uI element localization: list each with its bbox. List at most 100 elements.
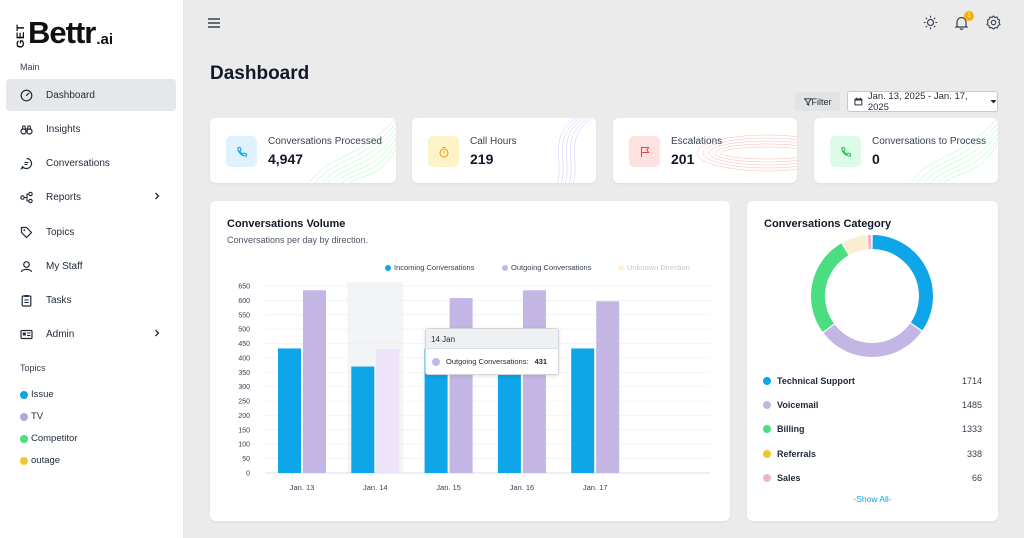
legend-incoming[interactable]: Incoming Conversations: [385, 263, 474, 272]
bar-outgoing[interactable]: [596, 301, 620, 473]
bar-incoming[interactable]: [497, 348, 521, 473]
kpi-escalations[interactable]: Escalations 201: [613, 118, 797, 183]
sun-icon[interactable]: [923, 15, 938, 30]
topics-section-label: Topics: [20, 363, 46, 373]
bell-icon[interactable]: [954, 15, 969, 30]
gear-icon[interactable]: [986, 15, 1001, 30]
sidebar-item-reports[interactable]: Reports: [6, 181, 176, 213]
tag-icon: [20, 226, 33, 239]
kpi-conversations-to-process[interactable]: Conversations to Process 0: [814, 118, 998, 183]
y-tick-label: 600: [238, 298, 250, 305]
kpi-conversations-processed[interactable]: Conversations Processed 4,947: [210, 118, 396, 183]
bar-incoming[interactable]: [351, 366, 375, 473]
decorative-lines: [557, 118, 593, 183]
dashboard-gauge-icon: [20, 89, 33, 102]
sidebar-item-label: Dashboard: [46, 89, 95, 101]
sidebar-item-tasks[interactable]: Tasks: [6, 284, 176, 316]
clipboard-icon: [20, 294, 33, 307]
legend-unknown[interactable]: Unknown Direction: [618, 263, 690, 272]
x-tick-label: Jan. 15: [436, 483, 461, 492]
show-all-link[interactable]: -Show All-: [853, 494, 892, 504]
y-tick-label: 400: [238, 355, 250, 362]
filter-label: Filter: [811, 96, 832, 107]
bar-outgoing[interactable]: [449, 298, 473, 473]
topic-item-outage[interactable]: outage: [20, 455, 60, 466]
bar-outgoing[interactable]: [522, 290, 546, 473]
conversations-volume-chart: 0 50 100 150 200 250 300 350 400 450 500 550 600 650 J…: [238, 282, 710, 492]
decorative-lines: [696, 134, 797, 172]
donut-slice[interactable]: [867, 235, 872, 250]
filter-button[interactable]: Filter: [795, 92, 840, 111]
category-row-voicemail[interactable]: Voicemail 1485: [763, 400, 982, 410]
sidebar-item-insights[interactable]: Insights: [6, 113, 176, 145]
sidebar-item-my-staff[interactable]: My Staff: [6, 250, 176, 282]
conversations-category-donut: [811, 235, 933, 357]
sidebar-item-admin[interactable]: Admin: [6, 318, 176, 350]
logo[interactable]: GET Bettr .ai: [15, 12, 114, 48]
topic-item-tv[interactable]: TV: [20, 411, 43, 422]
hamburger-icon[interactable]: [207, 16, 221, 30]
category-row-billing[interactable]: Billing 1333: [763, 424, 982, 434]
flow-chart-icon: [20, 191, 33, 204]
topic-color-dot: [20, 434, 28, 443]
chevron-right-icon: [155, 192, 160, 200]
tooltip-body: Outgoing Conversations: 431: [426, 349, 558, 366]
category-row-referrals[interactable]: Referrals 338: [763, 449, 982, 459]
y-tick-label: 150: [238, 427, 250, 434]
x-tick-label: Jan. 16: [510, 483, 535, 492]
bar-incoming[interactable]: [571, 348, 595, 473]
bar-outgoing[interactable]: [376, 349, 400, 473]
decorative-lines: [911, 118, 998, 183]
topic-label: Competitor: [31, 433, 78, 444]
topic-item-issue[interactable]: Issue: [20, 389, 54, 400]
topic-item-competitor[interactable]: Competitor: [20, 433, 77, 444]
category-value: 1333: [961, 424, 982, 434]
bar-incoming[interactable]: [424, 348, 448, 473]
y-tick-label: 200: [238, 413, 250, 420]
donut-slice[interactable]: [872, 235, 933, 331]
y-tick-label: 350: [238, 370, 250, 377]
y-tick-label: 650: [238, 284, 250, 291]
category-name: Voicemail: [777, 400, 819, 410]
date-range-label: Jan. 13, 2025 - Jan. 17, 2025: [867, 90, 968, 113]
y-tick-label: 450: [238, 341, 250, 348]
category-dot: [763, 474, 771, 482]
user-icon: [20, 260, 33, 273]
kpi-label: Escalations: [671, 136, 723, 147]
kpi-label: Conversations Processed: [268, 136, 382, 147]
legend-label: Unknown Direction: [627, 263, 690, 272]
y-tick-label: 550: [238, 312, 250, 319]
sidebar-item-label: Tasks: [46, 294, 72, 306]
page-title: Dashboard: [210, 63, 310, 84]
category-row-sales[interactable]: Sales 66: [763, 473, 982, 483]
date-range-picker[interactable]: Jan. 13, 2025 - Jan. 17, 2025: [847, 90, 998, 113]
kpi-call-hours[interactable]: Call Hours 219: [412, 118, 596, 183]
binoculars-icon: [20, 123, 33, 136]
x-tick-label: Jan. 17: [583, 483, 608, 492]
category-row-technical-support[interactable]: Technical Support 1714: [763, 376, 982, 386]
phone-icon: [830, 136, 861, 167]
sidebar-item-dashboard[interactable]: Dashboard: [6, 79, 176, 111]
sidebar-item-conversations[interactable]: Conversations: [6, 147, 176, 179]
category-dot: [763, 450, 771, 458]
panel-title: Conversations Volume: [227, 218, 346, 230]
donut-slice[interactable]: [823, 323, 922, 357]
category-dot: [763, 425, 771, 433]
sidebar-item-topics[interactable]: Topics: [6, 216, 176, 248]
sidebar-item-label: Admin: [46, 328, 75, 340]
sidebar-item-label: Reports: [46, 191, 82, 203]
legend-outgoing[interactable]: Outgoing Conversations: [502, 263, 591, 272]
logo-ai: .ai: [96, 31, 114, 48]
id-card-icon: [20, 328, 33, 341]
donut-slice[interactable]: [811, 243, 849, 332]
stopwatch-icon: [428, 136, 459, 167]
donut-slice[interactable]: [842, 235, 868, 255]
tooltip-series: Outgoing Conversations:: [446, 357, 529, 366]
bar-outgoing[interactable]: [303, 290, 326, 473]
bar-incoming[interactable]: [278, 348, 301, 473]
topic-color-dot: [20, 456, 28, 465]
main-section-label: Main: [20, 62, 40, 72]
y-tick-label: 50: [242, 456, 250, 463]
y-tick-label: 300: [238, 384, 250, 391]
category-value: 1485: [961, 400, 982, 410]
